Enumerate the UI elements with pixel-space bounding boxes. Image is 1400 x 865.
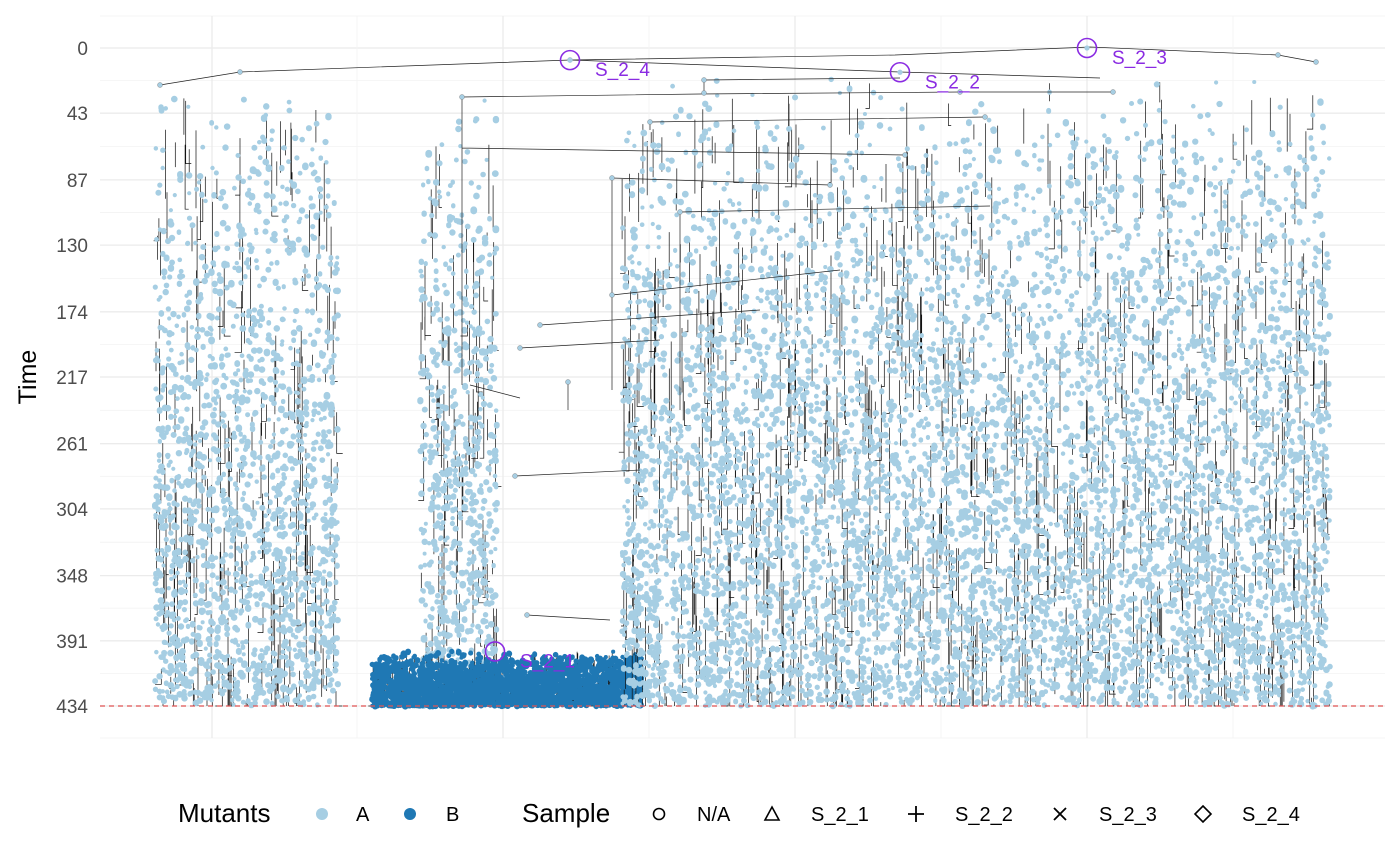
tree-cluster-a	[151, 95, 343, 709]
legend-mutant-a-label: A	[356, 804, 370, 826]
sample-node	[1084, 45, 1090, 51]
legend-sample-title: Sample	[522, 798, 610, 828]
sample-node	[492, 648, 498, 655]
legend-sample-s23-marker	[1053, 807, 1067, 821]
legend: Mutants A B Sample N/A S_2_1 S_2_2 S_2_3…	[178, 798, 1300, 828]
legend-mutants-title: Mutants	[178, 798, 271, 828]
sample-markers: S_2_4 S_2_2 S_2_3 S_2_1	[484, 37, 1167, 672]
sample-circle-s-2-3	[1076, 37, 1098, 59]
legend-sample-s24-marker	[1193, 804, 1213, 824]
tree-cluster-b	[368, 648, 645, 710]
sample-node	[897, 69, 903, 75]
y-tick-label: 217	[56, 368, 88, 389]
tree-cluster-a	[417, 98, 502, 709]
legend-mutant-b-label: B	[446, 804, 459, 826]
y-tick-label: 130	[56, 236, 88, 257]
tree-edges	[418, 144, 502, 707]
y-tick-label: 261	[56, 435, 88, 456]
legend-mutant-a-marker	[316, 808, 328, 820]
sample-label-s-2-3: S_2_3	[1112, 48, 1167, 69]
y-tick-label: 391	[56, 632, 88, 653]
sample-label-s-2-4: S_2_4	[595, 60, 650, 81]
sample-circle-s-2-2	[889, 61, 911, 83]
y-tick-label: 434	[56, 697, 88, 718]
legend-sample-na-marker	[652, 807, 666, 821]
tree-cluster-a	[618, 76, 1333, 710]
legend-sample-s24-label: S_2_4	[1242, 804, 1300, 826]
tree-nodes	[369, 648, 645, 710]
sample-label-s-2-2: S_2_2	[925, 72, 980, 93]
tree-nodes	[619, 76, 1333, 710]
sample-label-s-2-1: S_2_1	[520, 651, 575, 672]
tree-trunks	[157, 46, 1319, 621]
legend-mutant-b-marker	[404, 808, 416, 820]
legend-sample-s21-label: S_2_1	[811, 804, 869, 826]
legend-sample-s21-marker	[763, 805, 781, 821]
legend-sample-s22-label: S_2_2	[955, 804, 1013, 826]
sample-circle-s-2-4	[559, 49, 581, 71]
tree-nodes	[151, 95, 341, 709]
legend-sample-s23-label: S_2_3	[1099, 804, 1157, 826]
tree-nodes	[417, 98, 501, 709]
legend-sample-na-label: N/A	[697, 804, 731, 826]
y-tick-label: 304	[56, 500, 88, 521]
y-tick-label: 43	[67, 104, 88, 125]
sample-circle-s-2-1	[484, 641, 506, 662]
y-tick-label: 0	[77, 39, 88, 60]
trunk-edges	[159, 46, 1317, 621]
y-axis-title: Time	[14, 350, 42, 405]
y-tick-label: 174	[56, 303, 88, 324]
tree-clusters	[151, 76, 1333, 710]
y-tick-label: 87	[67, 171, 88, 192]
legend-sample-s22-marker	[908, 806, 924, 822]
y-axis-ticks: 0 43 87 130 174 217 261 304 348 391 434	[56, 39, 88, 718]
y-tick-label: 348	[56, 567, 88, 588]
sample-node	[567, 57, 573, 63]
